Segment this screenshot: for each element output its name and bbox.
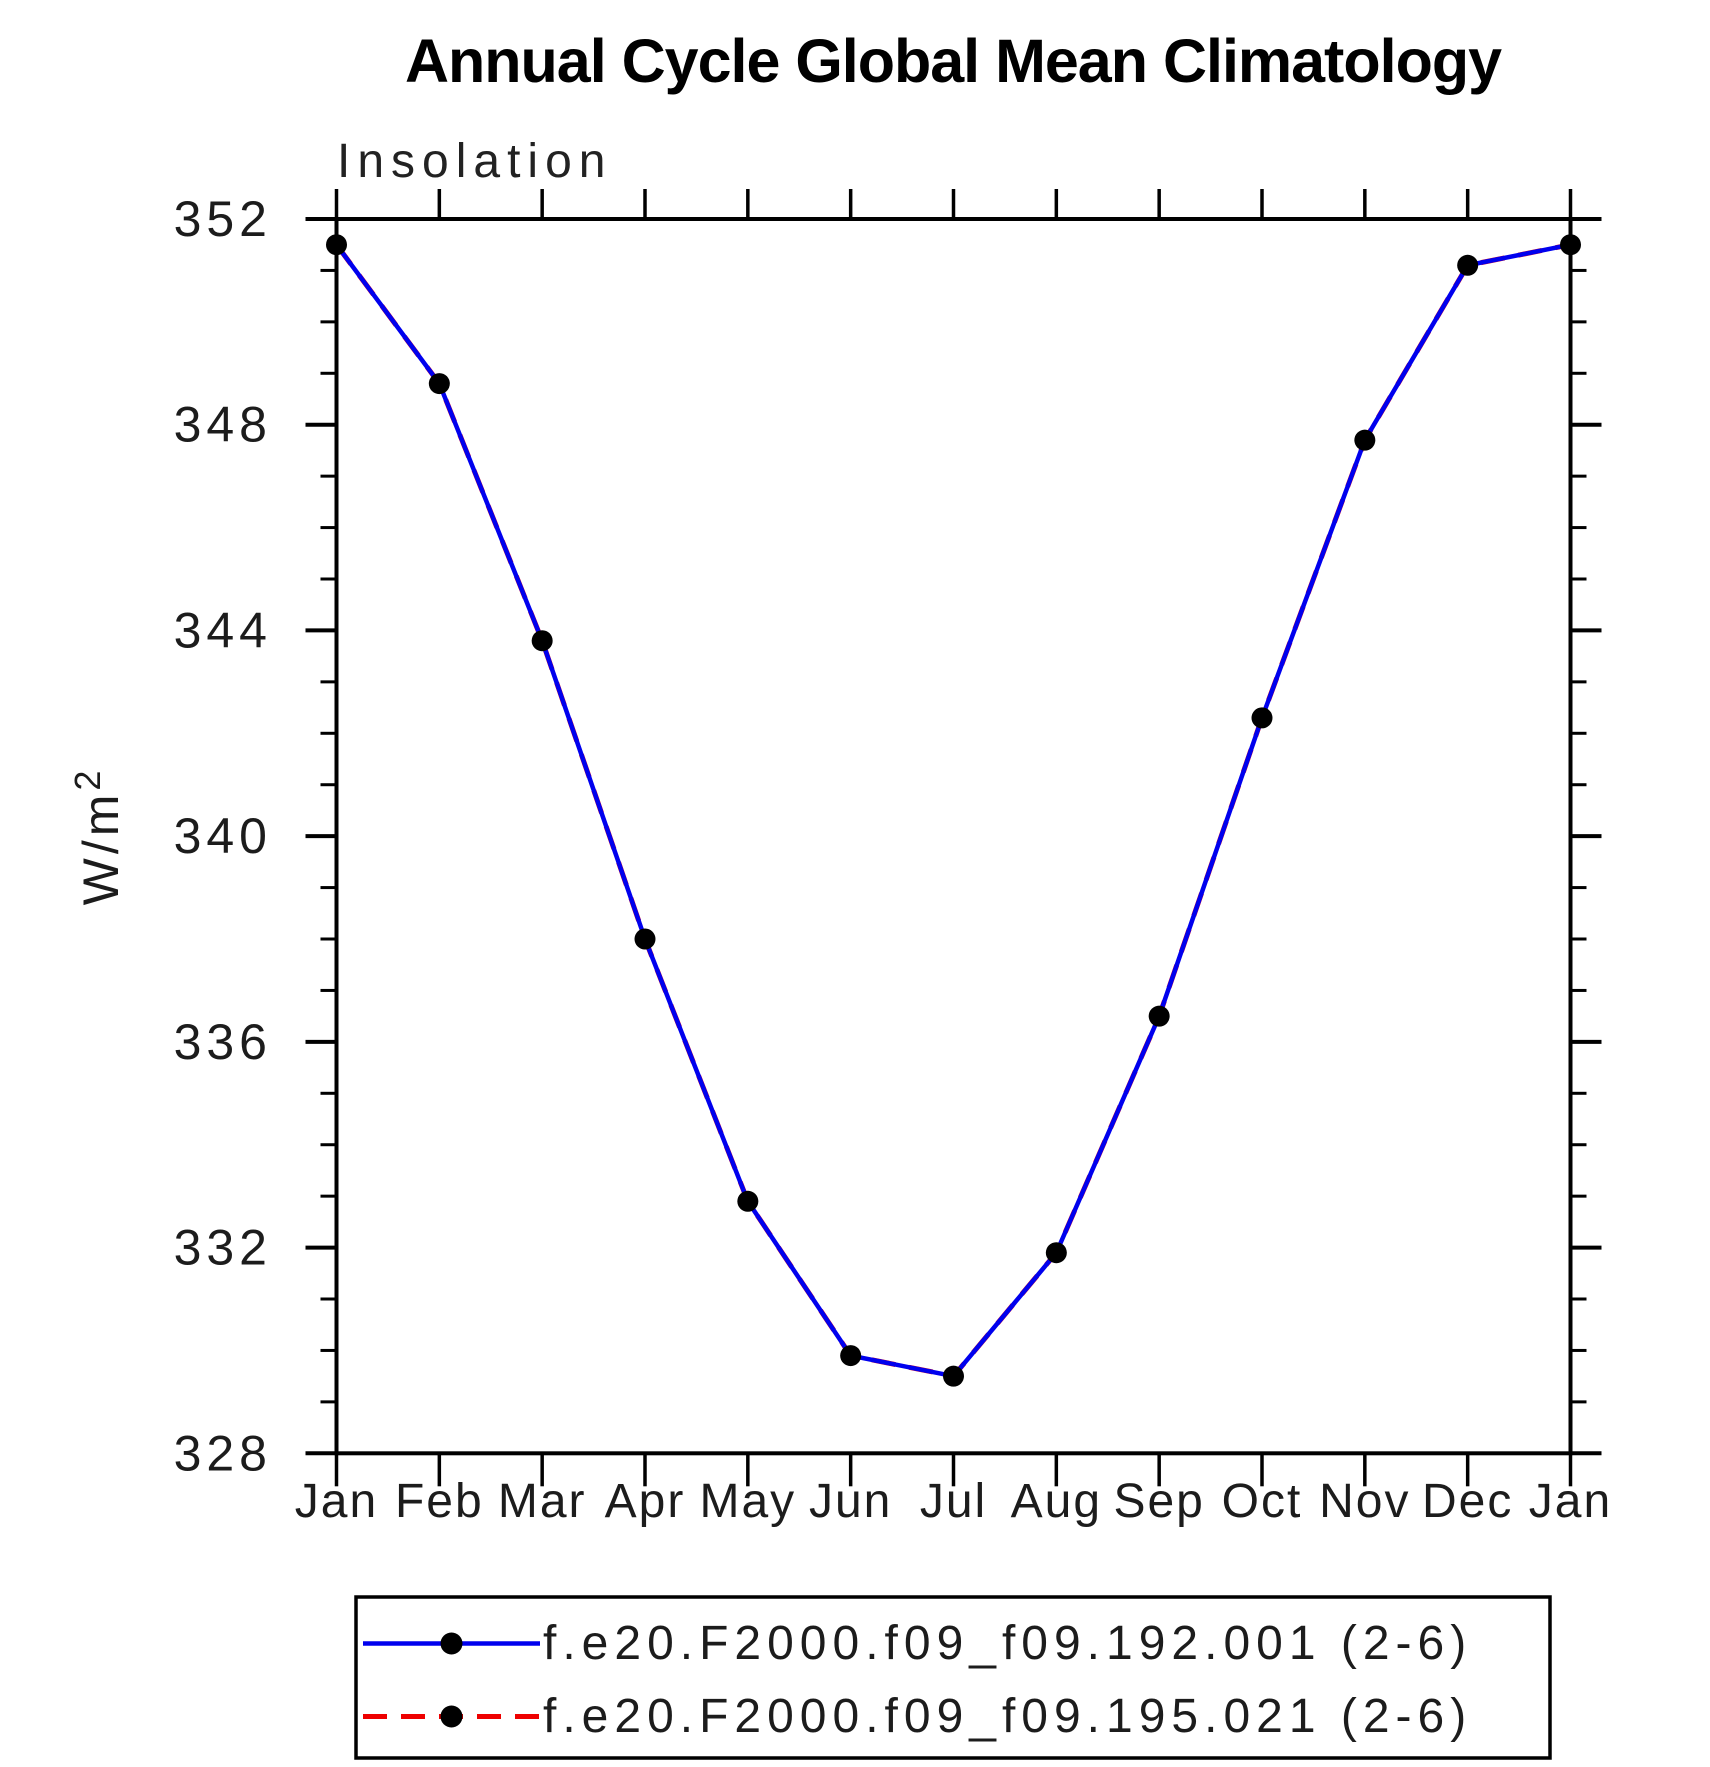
x-tick-label: Jul <box>920 1475 987 1528</box>
data-point-marker <box>840 1345 862 1367</box>
data-point-marker <box>1148 1005 1170 1027</box>
y-axis-title: W/m2 <box>67 767 129 906</box>
y-tick-label: 340 <box>174 808 272 864</box>
data-point-marker <box>1354 429 1376 451</box>
x-tick-label: Jan <box>295 1475 378 1528</box>
x-tick-label: Oct <box>1222 1475 1303 1528</box>
data-point-marker <box>531 630 553 652</box>
x-tick-label: Aug <box>1011 1475 1102 1528</box>
legend-marker <box>440 1632 463 1655</box>
chart-title: Annual Cycle Global Mean Climatology <box>404 27 1502 95</box>
series-line-2 <box>334 242 1571 1379</box>
x-tick-label: Jun <box>809 1475 892 1528</box>
x-tick-label: Sep <box>1113 1475 1204 1528</box>
y-tick-label: 352 <box>174 191 272 247</box>
x-tick-label: Nov <box>1319 1475 1410 1528</box>
y-tick-label: 336 <box>174 1014 272 1070</box>
y-tick-label: 332 <box>174 1220 272 1276</box>
data-point-marker <box>1457 254 1479 276</box>
legend-box <box>354 1595 1552 1760</box>
x-tick-label: Jan <box>1529 1475 1612 1528</box>
legend-marker <box>440 1705 463 1728</box>
x-tick-label: Mar <box>498 1475 587 1528</box>
data-point-marker <box>1045 1242 1067 1264</box>
legend-label: f.e20.F2000.f09_f09.195.021 (2-6) <box>543 1690 1472 1743</box>
data-point-marker <box>428 373 450 395</box>
x-tick-label: Apr <box>605 1475 686 1528</box>
chart-subtitle: Insolation <box>337 135 613 188</box>
data-point-marker <box>943 1365 964 1387</box>
x-tick-label: May <box>699 1475 796 1528</box>
data-point-marker <box>1251 707 1273 729</box>
series-line-1 <box>334 242 1571 1379</box>
x-tick-label: Feb <box>395 1475 484 1528</box>
legend-label: f.e20.F2000.f09_f09.192.001 (2-6) <box>543 1617 1472 1670</box>
y-tick-label: 344 <box>174 602 272 658</box>
y-tick-label: 328 <box>174 1425 272 1481</box>
data-point-marker <box>634 928 656 950</box>
x-tick-label: Dec <box>1422 1475 1513 1528</box>
y-tick-label: 348 <box>174 397 272 453</box>
data-point-marker <box>737 1190 759 1212</box>
